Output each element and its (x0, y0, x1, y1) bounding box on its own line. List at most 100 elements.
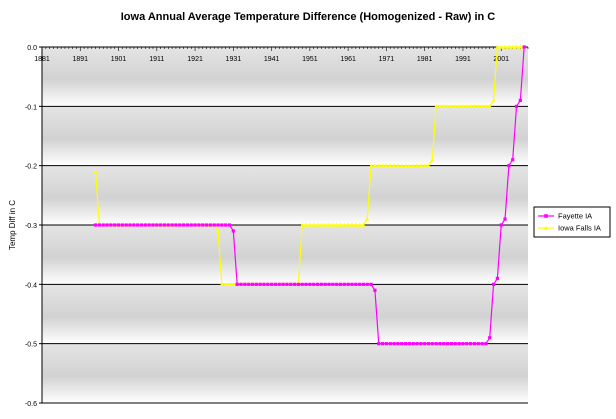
data-point (506, 44, 511, 49)
data-point (438, 342, 442, 346)
data-point (453, 104, 458, 108)
data-point (507, 164, 511, 168)
data-point (304, 222, 309, 227)
data-point (319, 282, 323, 286)
data-point (128, 223, 132, 227)
data-point (476, 104, 481, 108)
data-point (369, 163, 374, 168)
data-point (216, 228, 221, 233)
data-point (491, 98, 496, 102)
data-point (392, 163, 397, 168)
data-point (327, 222, 332, 227)
data-point (446, 342, 450, 346)
data-point (442, 342, 446, 346)
data-point (300, 282, 304, 286)
data-point (361, 222, 366, 227)
data-point (472, 104, 477, 108)
data-point (139, 223, 144, 227)
legend-marker (544, 214, 548, 218)
data-point (392, 342, 396, 346)
legend-label: Fayette IA (558, 212, 592, 221)
plot-band (42, 106, 528, 166)
data-point (457, 342, 461, 346)
data-point (472, 342, 477, 346)
data-point (357, 222, 362, 227)
data-point (426, 163, 431, 168)
data-point (522, 45, 526, 49)
data-point (243, 282, 247, 286)
data-point (388, 163, 393, 168)
x-tick-label: 1931 (226, 56, 242, 63)
data-point (365, 282, 369, 286)
data-point (499, 223, 503, 227)
x-tick-label: 1991 (455, 56, 471, 63)
data-point (346, 282, 350, 286)
data-point (480, 342, 484, 346)
data-point (484, 342, 488, 346)
data-point (468, 342, 473, 346)
data-point (315, 282, 320, 286)
data-point (216, 223, 220, 227)
data-point (346, 222, 351, 227)
x-tick-label: 1881 (34, 56, 50, 63)
data-point (350, 282, 354, 286)
data-point (132, 223, 136, 227)
data-point (495, 276, 499, 280)
data-point (258, 282, 262, 286)
data-point (334, 222, 339, 227)
data-point (159, 223, 163, 227)
data-point (189, 223, 193, 227)
data-point (151, 223, 155, 227)
y-tick-label: -0.6 (25, 401, 37, 408)
data-point (503, 44, 508, 49)
data-point (143, 223, 147, 227)
data-point (204, 223, 209, 227)
data-point (399, 163, 404, 168)
data-point (155, 223, 159, 227)
data-point (464, 104, 469, 108)
legend-marker (543, 225, 549, 230)
data-point (227, 282, 232, 286)
data-point (109, 223, 113, 227)
data-point (223, 282, 228, 286)
data-point (197, 223, 201, 227)
data-point (377, 342, 381, 346)
data-point (380, 342, 385, 346)
data-point (476, 342, 480, 346)
data-point (338, 282, 343, 286)
x-tick-label: 1901 (111, 56, 127, 63)
plot-background (42, 47, 528, 403)
data-point (289, 282, 293, 286)
data-point (323, 222, 328, 227)
data-point (514, 104, 519, 108)
y-tick-label: -0.2 (25, 164, 37, 171)
x-tick-label: 2001 (493, 56, 509, 63)
data-point (292, 282, 297, 286)
legend: Fayette IA Iowa Falls IA (533, 206, 611, 238)
data-point (208, 223, 212, 227)
data-point (449, 104, 454, 108)
data-point (457, 104, 462, 108)
data-point (105, 223, 109, 227)
legend-item: Iowa Falls IA (538, 224, 601, 233)
data-point (422, 163, 427, 168)
data-point (212, 223, 216, 227)
data-point (384, 163, 389, 168)
data-point (166, 223, 170, 227)
data-point (415, 163, 420, 168)
data-point (419, 342, 423, 346)
y-tick-label: -0.4 (25, 282, 37, 289)
data-point (201, 223, 205, 227)
data-point (403, 163, 408, 168)
x-tick-label: 1921 (187, 56, 203, 63)
plot-band (42, 165, 528, 225)
data-point (483, 104, 488, 108)
data-point (480, 104, 485, 108)
data-point (365, 216, 370, 221)
data-point (273, 282, 278, 286)
data-point (426, 342, 431, 346)
data-point (514, 44, 519, 49)
x-tick-label: 1891 (72, 56, 88, 63)
series-fayette-ia (93, 45, 526, 346)
